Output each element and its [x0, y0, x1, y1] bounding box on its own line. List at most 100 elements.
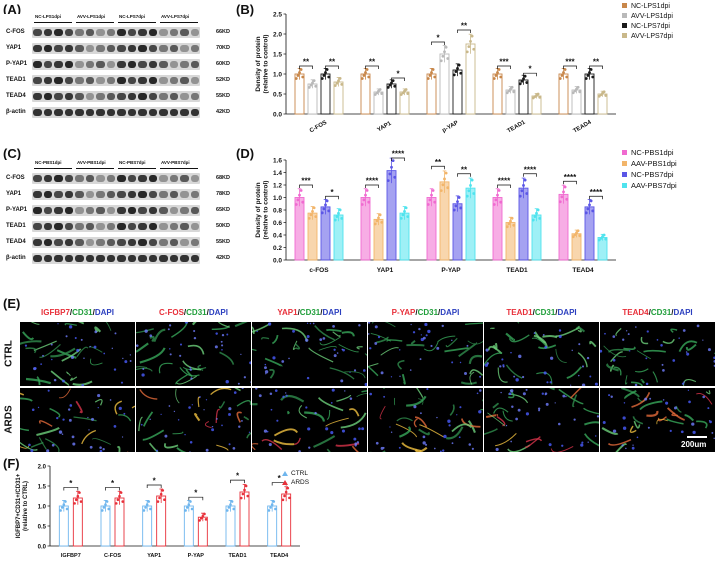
blot-band	[148, 175, 157, 182]
data-point	[373, 222, 377, 226]
data-point	[428, 74, 432, 77]
nucleus-dot	[368, 333, 370, 335]
nucleus-dot	[322, 337, 326, 340]
y-tick-label: 0.8	[273, 207, 282, 214]
data-point	[454, 70, 458, 74]
data-point	[591, 209, 595, 213]
blot-band	[117, 77, 126, 84]
data-point	[586, 74, 590, 77]
blot-kd-label: 42KD	[215, 255, 230, 261]
data-point	[307, 85, 311, 89]
significance-bracket	[325, 65, 339, 69]
data-point	[575, 87, 578, 91]
stain-label: IGFBP7	[41, 308, 70, 317]
blot-band	[96, 255, 105, 262]
data-point	[444, 45, 448, 49]
blot-band	[127, 93, 136, 100]
tissue-fiber	[38, 437, 47, 450]
data-point	[469, 184, 472, 187]
nucleus-dot	[441, 324, 444, 328]
microscopy-image	[252, 322, 367, 386]
panel-label-a: (A)	[3, 2, 22, 17]
nucleus-dot	[88, 429, 90, 431]
blot-band	[138, 93, 147, 100]
bar	[360, 73, 371, 115]
tissue-pattern	[20, 388, 135, 452]
data-point	[507, 222, 511, 226]
nucleus-dot	[221, 349, 223, 351]
tissue-fiber	[487, 412, 506, 427]
nucleus-dot	[691, 422, 695, 426]
category-label: TEAD1	[506, 119, 527, 134]
tissue-pattern	[369, 388, 483, 452]
significance-bracket	[589, 195, 603, 200]
tissue-fiber	[44, 438, 60, 452]
data-point	[469, 39, 472, 43]
data-point	[324, 203, 327, 207]
nucleus-dot	[459, 406, 462, 409]
microscopy-row-label: CTRL	[3, 340, 15, 367]
legend-swatch	[282, 471, 288, 476]
nucleus-dot	[190, 377, 193, 380]
nucleus-dot	[439, 450, 442, 452]
data-point	[560, 195, 564, 199]
nucleus-dot	[510, 389, 514, 393]
y-tick-label: 0.6	[273, 220, 282, 227]
tissue-fiber	[22, 331, 35, 341]
data-point	[439, 59, 443, 63]
data-point	[360, 77, 364, 80]
nucleus-dot	[266, 430, 269, 433]
blot-strip	[32, 205, 200, 216]
nucleus-dot	[155, 449, 159, 452]
nucleus-dot	[713, 356, 715, 360]
tissue-fiber	[70, 376, 78, 381]
microscopy-image	[20, 388, 135, 452]
legend-swatch	[622, 161, 627, 166]
nucleus-dot	[40, 363, 43, 365]
tissue-fiber	[139, 347, 166, 364]
nucleus-dot	[424, 322, 428, 327]
tissue-fiber	[445, 426, 464, 440]
nucleus-dot	[99, 449, 103, 452]
nucleus-dot	[537, 407, 541, 410]
nucleus-dot	[240, 419, 243, 422]
tissue-fiber	[394, 397, 396, 406]
data-point	[523, 178, 527, 182]
significance-label: *	[528, 65, 532, 74]
y-axis-label-line: (relative to control)	[263, 181, 270, 240]
blot-band	[54, 255, 63, 262]
data-point	[294, 203, 298, 206]
nucleus-dot	[256, 330, 258, 333]
tissue-fiber	[398, 426, 412, 438]
nucleus-dot	[221, 333, 225, 337]
nucleus-dot	[422, 435, 426, 439]
blot-band	[64, 29, 73, 36]
bar	[492, 197, 503, 261]
tissue-fiber	[368, 365, 379, 377]
blot-protein-label: β-actin	[6, 255, 26, 261]
nucleus-dot	[602, 421, 606, 425]
nucleus-dot	[62, 379, 65, 383]
tissue-fiber	[606, 363, 619, 372]
nucleus-dot	[144, 329, 148, 333]
legend-swatch	[622, 172, 627, 177]
stain-label: DAPI	[440, 308, 460, 317]
tissue-fiber	[371, 322, 396, 328]
y-axis-label-line: (relative to control)	[263, 35, 270, 94]
data-point	[604, 94, 608, 97]
blot-band	[169, 77, 178, 84]
legend-label: ARDS	[291, 479, 310, 486]
tissue-pattern	[20, 322, 132, 386]
stain-label: /	[438, 308, 441, 317]
data-point	[147, 500, 151, 503]
tissue-fiber	[469, 369, 483, 376]
tissue-fiber	[682, 378, 697, 386]
nucleus-dot	[330, 401, 333, 404]
legend-swatch	[622, 183, 627, 188]
data-point	[604, 237, 608, 241]
y-tick-label: 2.5	[273, 11, 282, 18]
blot-strip	[32, 189, 200, 200]
nucleus-dot	[69, 404, 73, 407]
tissue-fiber	[88, 346, 103, 353]
blot-strip	[32, 27, 200, 38]
